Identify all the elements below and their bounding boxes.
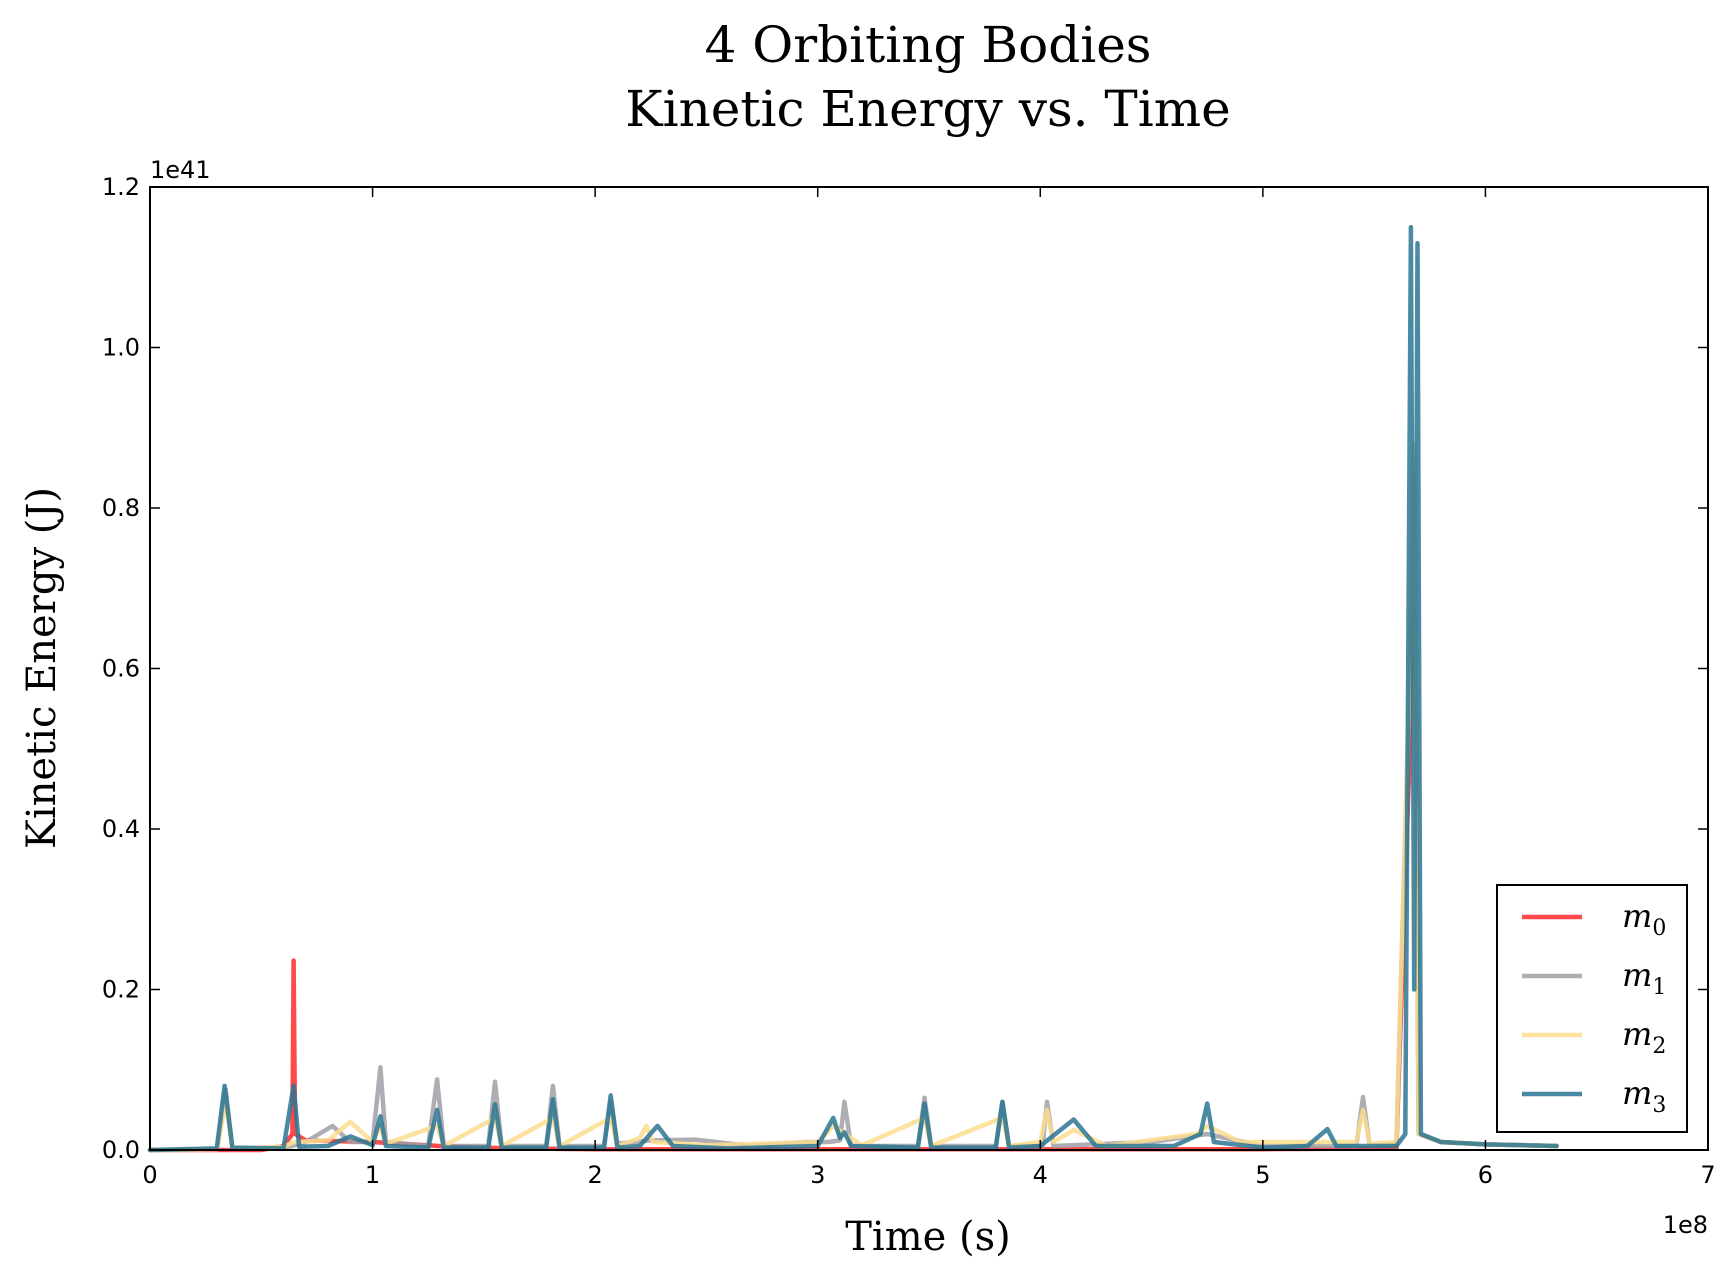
x-offset-label: 1e8 [1663, 1211, 1708, 1239]
x-axis-ticks: 0 1 2 3 4 5 6 7 [142, 187, 1716, 1189]
y-axis-label: Kinetic Energy (J) [19, 487, 65, 849]
chart-subtitle: Kinetic Energy vs. Time [625, 80, 1231, 138]
y-tick-label: 1.2 [102, 173, 140, 201]
series-line-m3 [147, 224, 1559, 1153]
x-tick-label: 3 [810, 1161, 825, 1189]
y-tick-label: 0.6 [102, 655, 140, 683]
series-line-m2 [147, 441, 1559, 1153]
x-tick-label: 1 [365, 1161, 380, 1189]
x-tick-label: 7 [1700, 1161, 1715, 1189]
series-layer [147, 224, 1559, 1153]
y-tick-label: 0.8 [102, 494, 140, 522]
y-axis-ticks: 0.0 0.2 0.4 0.6 0.8 1.0 1.2 [102, 173, 1708, 1164]
y-offset-label: 1e41 [150, 156, 211, 184]
x-tick-label: 2 [588, 1161, 603, 1189]
plot-frame [149, 186, 1709, 1151]
chart-title: 4 Orbiting Bodies [705, 16, 1152, 74]
x-tick-label: 5 [1255, 1161, 1270, 1189]
y-tick-label: 1.0 [102, 334, 140, 362]
y-tick-label: 0.0 [102, 1136, 140, 1164]
series-line-m1 [147, 441, 1559, 1153]
x-axis-label: Time (s) [845, 1214, 1011, 1260]
series-line-m0 [147, 441, 1559, 1153]
x-tick-label: 0 [142, 1161, 157, 1189]
x-tick-label: 6 [1478, 1161, 1493, 1189]
legend-label-m2: m2 [1622, 1015, 1666, 1059]
legend-box [1496, 884, 1688, 1133]
y-tick-label: 0.2 [102, 976, 140, 1004]
x-tick-label: 4 [1033, 1161, 1048, 1189]
y-tick-label: 0.4 [102, 815, 140, 843]
